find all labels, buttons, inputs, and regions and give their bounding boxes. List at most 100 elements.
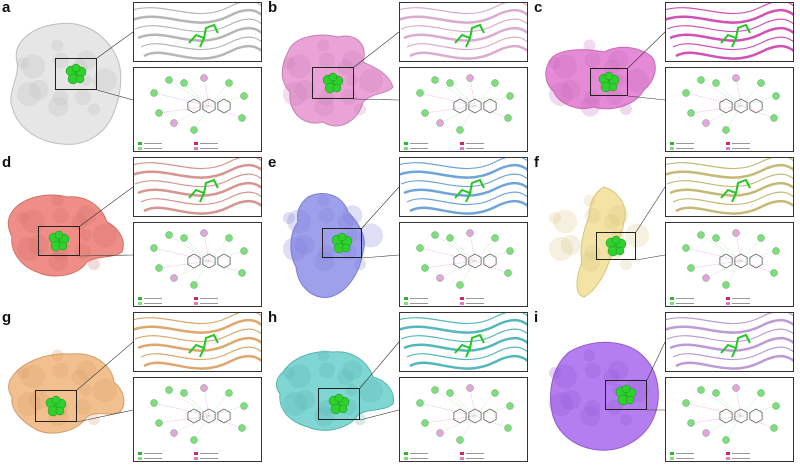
- connector-lines: [635, 186, 666, 261]
- residue-node: [240, 247, 248, 255]
- residue-node: [150, 89, 158, 97]
- panel-d: d: [0, 155, 266, 310]
- legend-swatch: [404, 142, 408, 145]
- residue-node: [446, 79, 454, 87]
- connector-lines: [76, 341, 134, 423]
- binding-site-box: [38, 226, 80, 256]
- protein-surface: [10, 22, 122, 145]
- legend-swatch: [460, 452, 464, 455]
- residue-node: [225, 234, 233, 242]
- legend-swatch: [460, 147, 464, 150]
- residue-node: [770, 269, 778, 277]
- ligand-atom: [58, 241, 68, 251]
- connector-lines: [361, 186, 400, 259]
- residue-node: [697, 76, 705, 84]
- ligand-atom: [621, 384, 631, 394]
- residue-node: [238, 269, 246, 277]
- ligand-atom: [328, 72, 338, 82]
- residue-node: [190, 281, 198, 289]
- zoomed-binding-pocket: [133, 312, 262, 372]
- residue-node: [155, 419, 163, 427]
- legend-swatch: [460, 302, 464, 305]
- residue-node: [702, 429, 710, 437]
- connector-lines: [627, 31, 666, 101]
- residue-node: [712, 234, 720, 242]
- legend-swatch: [726, 452, 730, 455]
- interaction-diagram: [399, 377, 528, 462]
- legend-swatch: [194, 457, 198, 460]
- residue-node: [466, 384, 474, 392]
- ligand-stick: [720, 23, 751, 48]
- panel-label: h: [268, 309, 278, 326]
- residue-node: [180, 234, 188, 242]
- zoomed-binding-pocket: [665, 312, 794, 372]
- residue-node: [200, 229, 208, 237]
- legend-swatch: [194, 452, 198, 455]
- zoomed-binding-pocket: [133, 2, 262, 62]
- residue-node: [240, 402, 248, 410]
- residue-node: [504, 424, 512, 432]
- residue-node: [446, 234, 454, 242]
- residue-node: [682, 399, 690, 407]
- residue-node: [687, 264, 695, 272]
- residue-node: [170, 119, 178, 127]
- binding-site-box: [55, 58, 97, 90]
- residue-node: [772, 402, 780, 410]
- legend-swatch: [460, 457, 464, 460]
- interaction-diagram: [665, 377, 794, 462]
- interaction-diagram: [399, 67, 528, 152]
- residue-node: [180, 79, 188, 87]
- residue-node: [712, 389, 720, 397]
- legend-swatch: [194, 147, 198, 150]
- ligand-atom: [54, 230, 64, 240]
- zoomed-binding-pocket: [133, 157, 262, 217]
- legend-swatch: [670, 147, 674, 150]
- residue-node: [436, 429, 444, 437]
- legend-swatch: [404, 457, 408, 460]
- legend-swatch: [670, 457, 674, 460]
- legend-swatch: [138, 457, 142, 460]
- residue-node: [770, 114, 778, 122]
- ligand-stick: [188, 23, 219, 48]
- residue-node: [504, 114, 512, 122]
- zoomed-binding-pocket: [665, 157, 794, 217]
- residue-node: [446, 389, 454, 397]
- ligand-stick: [454, 178, 485, 203]
- connector-lines: [359, 341, 400, 421]
- ligand-stick: [720, 333, 751, 358]
- binding-site-box: [596, 232, 636, 260]
- legend-swatch: [194, 297, 198, 300]
- residue-node: [687, 419, 695, 427]
- residue-node: [466, 74, 474, 82]
- residue-node: [431, 386, 439, 394]
- ligand-atom: [625, 395, 635, 405]
- protein-surface: [275, 349, 395, 431]
- residue-node: [200, 74, 208, 82]
- legend-swatch: [404, 302, 408, 305]
- residue-node: [200, 384, 208, 392]
- residue-node: [697, 231, 705, 239]
- residue-node: [466, 229, 474, 237]
- residue-node: [770, 424, 778, 432]
- residue-node: [421, 419, 429, 427]
- ligand-stick: [720, 178, 751, 203]
- binding-site-box: [318, 388, 360, 420]
- ligand-stick: [188, 178, 219, 203]
- protein-surface: [548, 186, 649, 298]
- binding-site-box: [605, 380, 647, 410]
- residue-node: [180, 389, 188, 397]
- ligand-atom: [608, 82, 618, 92]
- panel-label: c: [534, 0, 543, 16]
- legend-swatch: [670, 302, 674, 305]
- legend-swatch: [726, 297, 730, 300]
- ligand-atom: [332, 83, 342, 93]
- legend-swatch: [670, 452, 674, 455]
- protein-surface: [281, 34, 394, 127]
- residue-node: [225, 389, 233, 397]
- ligand-atom: [51, 395, 61, 405]
- panel-f: f: [532, 155, 798, 310]
- residue-node: [238, 114, 246, 122]
- residue-node: [456, 281, 464, 289]
- residue-node: [722, 436, 730, 444]
- residue-node: [732, 384, 740, 392]
